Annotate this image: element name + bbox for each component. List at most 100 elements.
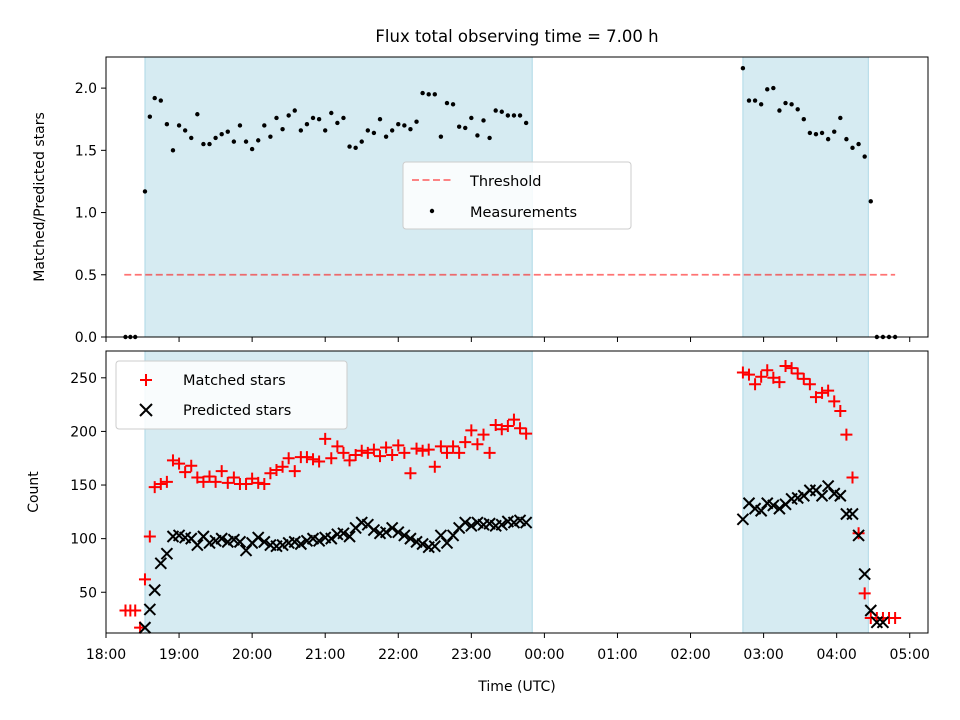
measurement-point bbox=[359, 139, 364, 144]
top-y-tick-label: 0.0 bbox=[75, 330, 97, 346]
measurement-point bbox=[511, 113, 517, 118]
matched-star-point bbox=[858, 587, 871, 600]
measurement-point bbox=[347, 144, 352, 149]
matched-star-point bbox=[337, 446, 350, 459]
measurement-point bbox=[262, 123, 267, 128]
matched-star-point bbox=[809, 391, 822, 404]
measurement-point bbox=[371, 130, 377, 136]
measurement-point bbox=[426, 92, 431, 97]
measurement-point bbox=[256, 138, 261, 143]
matched-star-point bbox=[889, 611, 902, 624]
x-tick-label: 03:00 bbox=[743, 647, 783, 663]
top-y-tick-label: 2.0 bbox=[75, 81, 97, 97]
matched-star-point bbox=[221, 476, 234, 489]
bottom-plot-frame bbox=[105, 350, 929, 634]
top-legend: Threshold Measurements bbox=[402, 161, 632, 230]
matched-star-point bbox=[428, 460, 441, 473]
measurement-point bbox=[832, 129, 837, 134]
chart-title: Flux total observing time = 7.00 h bbox=[375, 27, 658, 46]
matched-star-point bbox=[380, 441, 393, 454]
matched-star-point bbox=[465, 424, 478, 437]
predicted-star-point bbox=[392, 526, 405, 539]
matched-star-point bbox=[288, 465, 301, 478]
measurement-point bbox=[335, 120, 340, 126]
matched-star-point bbox=[440, 446, 453, 459]
measurement-point bbox=[765, 87, 770, 92]
matched-star-point bbox=[343, 454, 356, 467]
predicted-star-point bbox=[416, 537, 429, 551]
measurement-point bbox=[268, 134, 273, 139]
measurement-point bbox=[475, 133, 480, 138]
measurement-point bbox=[389, 128, 395, 133]
matched-star-point bbox=[398, 446, 411, 459]
measurement-point bbox=[237, 123, 243, 128]
predicted-star-point bbox=[440, 536, 454, 550]
measurement-point bbox=[517, 113, 523, 118]
matched-star-point bbox=[154, 477, 167, 490]
measurement-point bbox=[450, 102, 456, 107]
measurement-point bbox=[249, 146, 255, 152]
x-axis-label: Time (UTC) bbox=[477, 679, 555, 695]
matched-star-point bbox=[325, 452, 338, 465]
measurement-point bbox=[862, 154, 867, 159]
measurement-point bbox=[323, 128, 328, 133]
matched-star-point bbox=[755, 370, 768, 383]
matched-star-point bbox=[307, 453, 320, 466]
observing-span-2 bbox=[742, 350, 869, 634]
measurement-point bbox=[493, 108, 498, 113]
predicted-star-point bbox=[160, 547, 174, 560]
matched-star-point bbox=[300, 451, 313, 464]
matched-star-point bbox=[282, 452, 295, 465]
measurement-point bbox=[844, 136, 849, 142]
matched-star-point bbox=[828, 395, 841, 408]
matched-star-point bbox=[361, 446, 374, 459]
measurement-point bbox=[801, 117, 806, 122]
measurement-point bbox=[383, 134, 389, 139]
predicted-star-point bbox=[446, 529, 460, 542]
measurement-point bbox=[414, 119, 419, 124]
bottom-y-axis: 50 100 150 200 250 bbox=[70, 371, 106, 601]
predicted-star-point bbox=[821, 479, 835, 493]
measurement-point bbox=[207, 141, 212, 147]
measurement-point bbox=[329, 110, 334, 116]
x-tick-label: 01:00 bbox=[597, 647, 637, 663]
matched-star-point bbox=[258, 477, 271, 490]
measurement-point bbox=[353, 145, 358, 151]
matched-star-point bbox=[185, 459, 198, 472]
x-tick-label: 19:00 bbox=[159, 647, 199, 663]
top-y-tick-label: 0.5 bbox=[75, 268, 97, 284]
predicted-star-point bbox=[325, 532, 338, 545]
predicted-star-point bbox=[143, 603, 157, 616]
measurement-point bbox=[469, 115, 474, 121]
predicted-star-point bbox=[258, 535, 271, 549]
measurement-point bbox=[819, 130, 825, 136]
matched-star-point bbox=[416, 444, 429, 457]
matched-star-point bbox=[203, 470, 216, 483]
matched-star-point bbox=[434, 440, 447, 453]
measurement-point bbox=[158, 98, 163, 103]
measurement-point bbox=[487, 135, 492, 141]
measurement-point bbox=[231, 139, 237, 144]
bottom-legend: Matched stars Predicted stars bbox=[115, 360, 348, 430]
measurement-point bbox=[481, 118, 486, 123]
matched-star-point bbox=[246, 472, 259, 485]
measurement-point bbox=[850, 145, 855, 151]
matched-star-point bbox=[822, 384, 835, 397]
measurement-point bbox=[432, 92, 437, 97]
measurement-point bbox=[825, 136, 831, 142]
top-plot-frame bbox=[105, 56, 929, 338]
matched-star-point bbox=[240, 477, 253, 490]
matched-star-point bbox=[779, 360, 792, 373]
measurement-point bbox=[274, 115, 279, 121]
measurement-point bbox=[164, 122, 170, 127]
matched-star-point bbox=[489, 418, 502, 431]
matched-star-point bbox=[507, 413, 520, 426]
matched-star-point bbox=[179, 466, 192, 479]
measurement-point bbox=[856, 141, 861, 147]
predicted-star-point bbox=[465, 519, 478, 532]
measurement-point bbox=[420, 90, 425, 96]
measurements-legend-marker bbox=[429, 208, 435, 214]
matched-star-point bbox=[313, 455, 326, 468]
measurement-point bbox=[170, 148, 176, 153]
measurement-point bbox=[189, 135, 194, 141]
